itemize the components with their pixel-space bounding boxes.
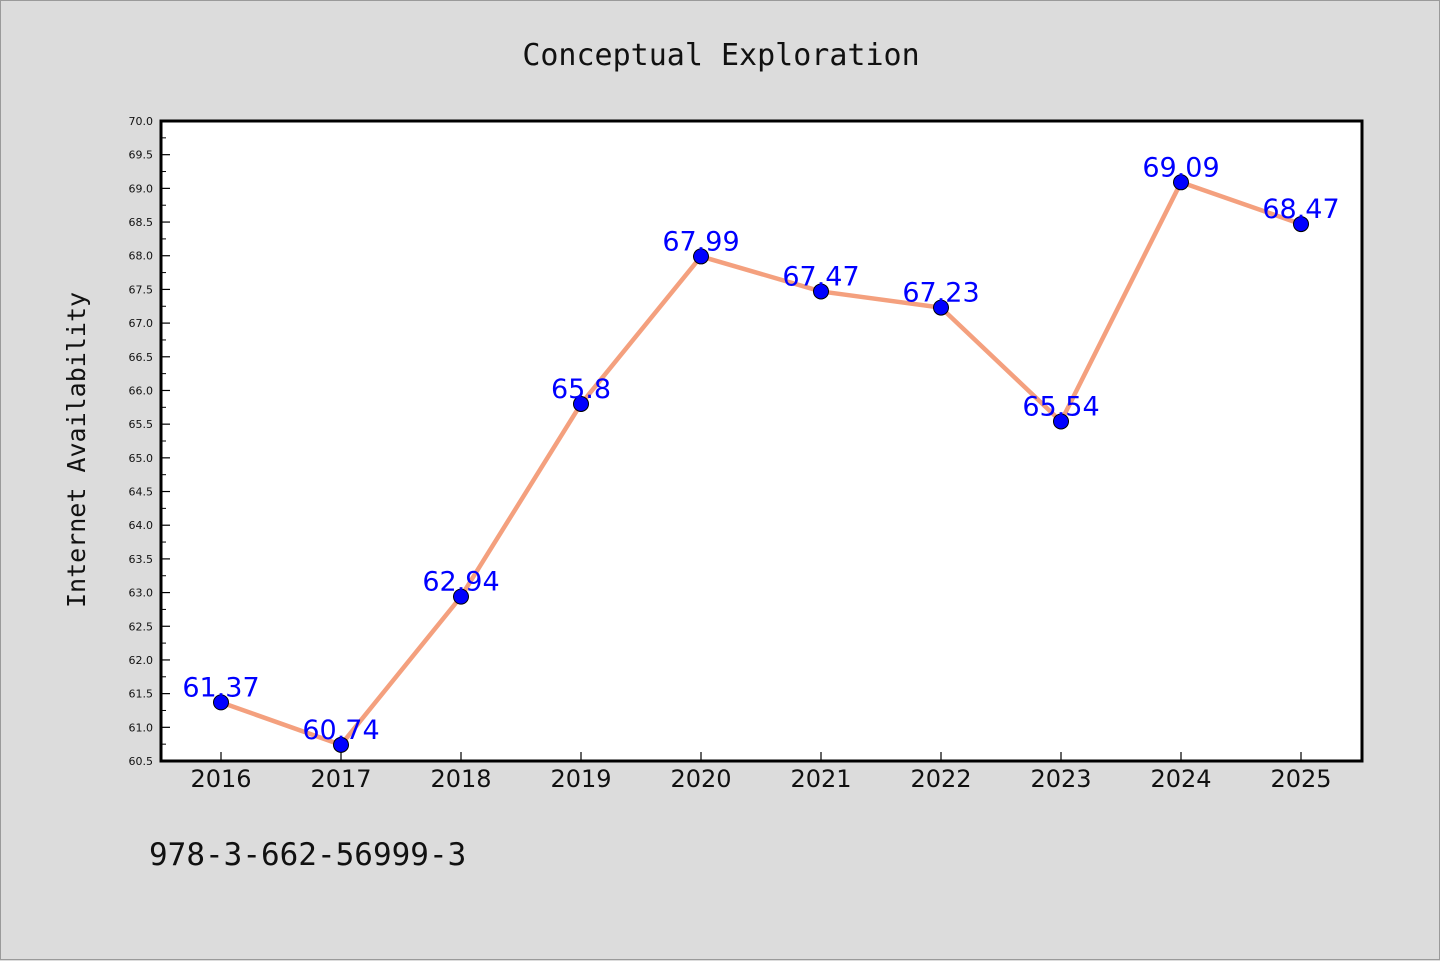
x-tick-label: 2024 <box>1150 765 1211 793</box>
data-label: 69.09 <box>1142 152 1219 183</box>
data-point <box>933 299 949 316</box>
y-tick-label: 62.5 <box>129 620 154 633</box>
y-tick-label: 67.5 <box>129 283 154 296</box>
data-label: 60.74 <box>302 715 379 746</box>
y-axis-label: Internet Availability <box>62 292 91 608</box>
data-label: 65.54 <box>1022 391 1099 422</box>
y-tick-label: 62.0 <box>129 654 154 667</box>
x-tick-label: 2020 <box>670 765 731 793</box>
data-label: 62.94 <box>422 567 499 598</box>
x-tick-label: 2016 <box>190 765 251 793</box>
y-tick-label: 64.5 <box>129 486 154 499</box>
y-tick-label: 66.5 <box>129 351 154 364</box>
x-tick-label: 2017 <box>310 765 371 793</box>
isbn-annotation: 978-3-662-56999-3 <box>149 837 466 873</box>
y-tick-label: 61.5 <box>129 688 154 701</box>
data-label: 67.99 <box>662 226 739 257</box>
y-tick-label: 69.5 <box>129 149 154 162</box>
data-point <box>333 736 349 753</box>
x-tick-label: 2019 <box>550 765 611 793</box>
data-label: 61.37 <box>182 672 259 703</box>
y-tick-label: 70.0 <box>129 115 154 128</box>
x-tick-label: 2022 <box>910 765 971 793</box>
data-point <box>693 248 709 265</box>
data-point <box>1053 413 1069 430</box>
y-tick-label: 63.5 <box>129 553 154 566</box>
series-line <box>218 180 1304 748</box>
y-tick-label: 61.0 <box>129 721 154 734</box>
data-label: 67.23 <box>902 278 979 309</box>
plot-frame <box>159 119 1364 763</box>
y-tick-label: 64.0 <box>129 519 154 532</box>
data-label: 68.47 <box>1262 194 1339 225</box>
y-tick-label: 65.5 <box>129 418 154 431</box>
x-axis-ticks: 2016 2017 2018 2019 2020 2021 2022 2023 2024 2025 <box>190 752 1332 793</box>
x-tick-label: 2023 <box>1030 765 1091 793</box>
data-point <box>453 588 469 605</box>
y-tick-label: 69.0 <box>129 182 154 195</box>
y-tick-label: 68.5 <box>129 216 154 229</box>
y-tick-label: 67.0 <box>129 317 154 330</box>
data-point <box>1293 216 1309 233</box>
y-axis-ticks: 60.5 61.0 61.5 62.0 62.5 63.0 63.5 64.0 64.5 65.0… <box>129 115 170 768</box>
x-tick-label: 2025 <box>1270 765 1331 793</box>
x-tick-label: 2018 <box>430 765 491 793</box>
data-point <box>1173 174 1189 191</box>
y-tick-label: 60.5 <box>129 755 154 768</box>
plot-area <box>161 121 1362 761</box>
x-tick-label: 2021 <box>790 765 851 793</box>
data-label: 65.8 <box>551 374 611 405</box>
y-tick-label: 65.0 <box>129 452 154 465</box>
y-tick-label: 68.0 <box>129 250 154 263</box>
y-tick-label: 66.0 <box>129 384 154 397</box>
chart-title: Conceptual Exploration <box>522 38 919 73</box>
y-tick-label: 63.0 <box>129 587 154 600</box>
data-label: 67.47 <box>782 261 859 292</box>
data-point <box>213 694 229 711</box>
data-point <box>573 395 589 412</box>
series-layer: 61.37 60.74 62.94 65.8 67.99 67.47 67.23 65.54 6… <box>182 152 1340 753</box>
data-point <box>813 283 829 300</box>
